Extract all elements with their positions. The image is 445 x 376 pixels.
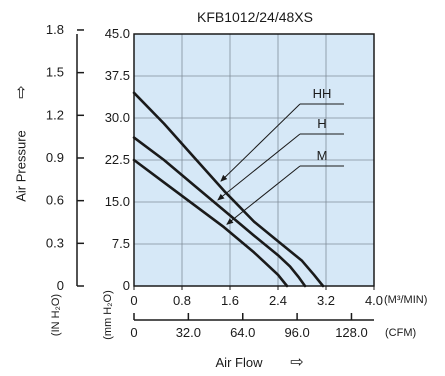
x-axis-arrow-icon: ⇨ <box>290 354 303 371</box>
x-axis-m3min-tick-labels: 0 0.8 1.6 2.4 3.2 4.0 <box>130 293 383 308</box>
chart-title: KFB1012/24/48XS <box>197 9 313 25</box>
y-axis-mmh2o-tick-labels: 0 7.5 15.0 22.5 30.0 37.5 45.0 <box>105 26 130 293</box>
series-label-leader <box>217 133 301 201</box>
x-axis-m3min-tick-label: 4.0 <box>365 293 383 308</box>
series-curves <box>132 91 325 288</box>
y-axis-label: Air Pressure <box>13 130 28 202</box>
y-axis-inh2o-tick-label: 0 <box>57 278 64 293</box>
x-axis-cfm-tick-label: 96.0 <box>284 325 309 340</box>
series-label-m: M <box>317 148 328 163</box>
y-axis-mmh2o-tick-label: 15.0 <box>105 194 130 209</box>
y-axis-mmh2o-tick-label: 45.0 <box>105 26 130 41</box>
series-curve-hh <box>132 91 325 288</box>
series-label-hh: HH <box>313 86 332 101</box>
y-axis-mmh2o-unit: (mm H₂O) <box>102 290 114 339</box>
y-axis-mmh2o-tick-label: 30.0 <box>105 110 130 125</box>
y-axis-inh2o-tick-label: 0.6 <box>46 193 64 208</box>
x-axis-m3min-tick-label: 1.6 <box>221 293 239 308</box>
x-axis-cfm-tick-labels: 0 32.0 64.0 96.0 128.0 <box>130 325 367 340</box>
grid-lines <box>133 33 375 290</box>
x-axis-m3min-tick-label: 0 <box>130 293 137 308</box>
y-axis-inh2o-tick-label: 0.3 <box>46 235 64 250</box>
y-axis-inh2o-ticks <box>77 29 84 287</box>
x-axis-cfm-tick-label: 64.0 <box>230 325 255 340</box>
x-axis-m3min-tick-label: 2.4 <box>269 293 287 308</box>
y-axis-inh2o-tick-label: 1.8 <box>46 22 64 37</box>
y-axis-inh2o-tick-label: 0.9 <box>46 150 64 165</box>
x-axis-cfm-unit: (CFM) <box>385 327 416 339</box>
series-curve-h <box>132 136 307 288</box>
series-curve-m <box>132 158 289 288</box>
y-axis-inh2o-unit: (IN H₂O) <box>50 294 62 336</box>
series-label-leader <box>226 165 301 225</box>
x-axis-cfm-ticks <box>133 313 353 320</box>
x-axis-m3min-tick-label: 0.8 <box>173 293 191 308</box>
x-axis-m3min-tick-label: 3.2 <box>317 293 335 308</box>
y-axis-mmh2o-tick-label: 0 <box>123 278 130 293</box>
x-axis-cfm-tick-label: 128.0 <box>335 325 368 340</box>
x-axis-label: Air Flow <box>216 355 264 370</box>
y-axis-inh2o-tick-labels: 0 0.3 0.6 0.9 1.2 1.5 1.8 <box>46 22 64 293</box>
y-axis-mmh2o-tick-label: 37.5 <box>105 68 130 83</box>
y-axis-inh2o-tick-label: 1.2 <box>46 107 64 122</box>
y-axis-mmh2o-tick-label: 7.5 <box>112 236 130 251</box>
y-axis-arrow-icon: ⇨ <box>13 85 30 98</box>
series-label-h: H <box>317 116 326 131</box>
x-axis-cfm-tick-label: 0 <box>130 325 137 340</box>
y-axis-inh2o-tick-label: 1.5 <box>46 65 64 80</box>
series-label-leader <box>220 103 301 182</box>
y-axis-mmh2o-tick-label: 22.5 <box>105 152 130 167</box>
x-axis-m3min-unit: (M³/MIN) <box>384 294 427 306</box>
x-axis-cfm-tick-label: 32.0 <box>176 325 201 340</box>
